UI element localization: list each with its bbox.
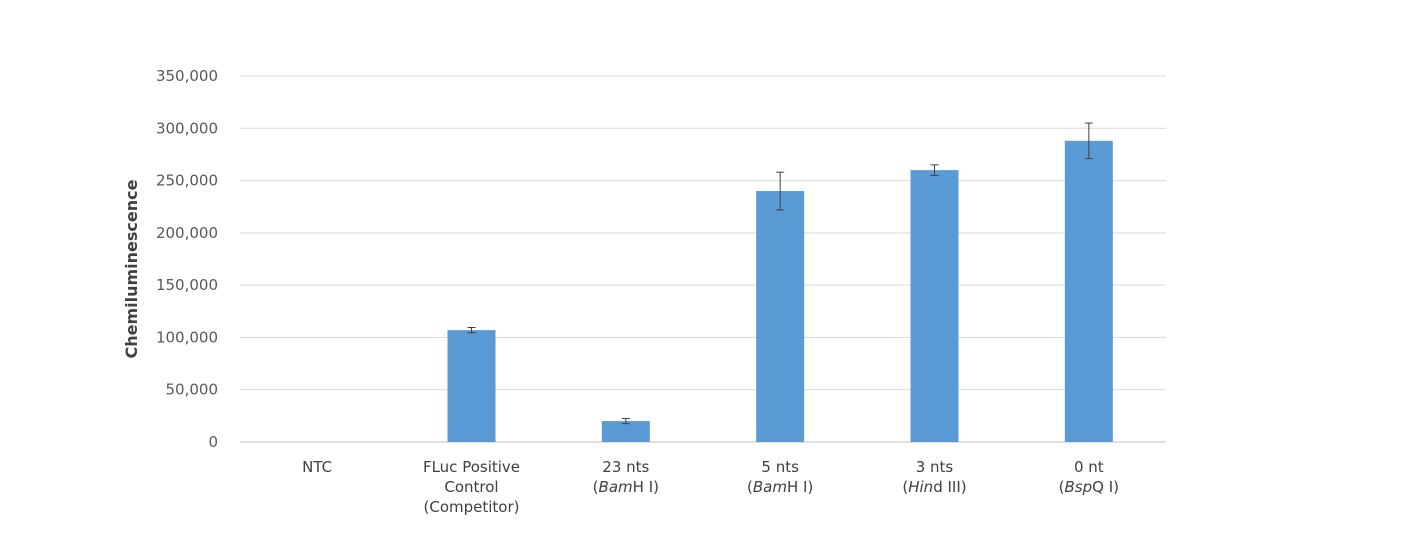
y-tick-label: 200,000 — [156, 224, 218, 242]
y-tick-label: 350,000 — [156, 67, 218, 85]
x-tick-enzyme-label: (BamH I) — [747, 478, 813, 496]
y-tick-label: 50,000 — [166, 381, 219, 399]
bar — [447, 330, 496, 442]
error-bar — [930, 164, 939, 176]
bar — [910, 170, 959, 442]
x-tick-label: 5 nts — [761, 458, 799, 476]
y-tick-label: 0 — [208, 433, 218, 451]
x-tick-enzyme-label: (Hind III) — [902, 478, 966, 496]
x-tick-label: Control — [444, 478, 498, 496]
bar — [756, 191, 805, 442]
error-bar — [621, 417, 630, 425]
x-tick-label: NTC — [302, 458, 332, 476]
error-bar — [776, 171, 785, 211]
x-tick-label: 0 nt — [1074, 458, 1104, 476]
x-tick-enzyme-label: (BamH I) — [593, 478, 659, 496]
y-tick-label: 250,000 — [156, 172, 218, 190]
x-tick-label: 23 nts — [602, 458, 649, 476]
error-bars — [467, 122, 1093, 425]
x-tick-label: FLuc Positive — [423, 458, 520, 476]
gridlines — [240, 75, 1166, 443]
y-tick-label: 300,000 — [156, 119, 218, 137]
x-tick-label: 3 nts — [916, 458, 954, 476]
x-tick-enzyme-label: (BspQ I) — [1059, 478, 1119, 496]
y-tick-label: 150,000 — [156, 276, 218, 294]
error-bar — [467, 326, 476, 334]
y-axis-ticks: 0 50,000 100,000 150,000 200,000 250,000 300,0… — [156, 67, 218, 451]
bar — [1064, 140, 1113, 442]
y-tick-label: 100,000 — [156, 328, 218, 346]
x-tick-label: (Competitor) — [424, 498, 520, 516]
y-axis-label: Chemiluminescence — [122, 179, 141, 358]
bars — [447, 140, 1113, 442]
bar — [601, 421, 650, 442]
x-axis-labels: NTC FLuc Positive Control (Competitor) 23 nt… — [302, 458, 1119, 516]
error-bar — [1084, 122, 1093, 160]
